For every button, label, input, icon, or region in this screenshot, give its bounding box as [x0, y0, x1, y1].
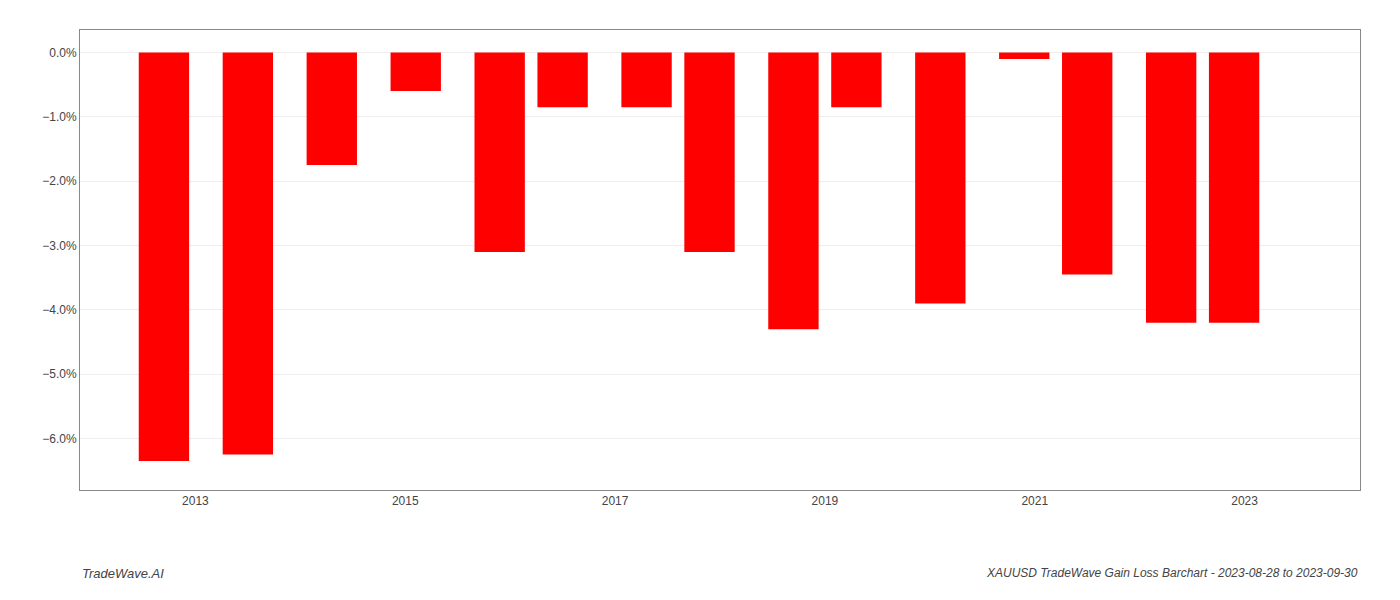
- svg-text:−6.0%: −6.0%: [42, 432, 77, 446]
- svg-text:2015: 2015: [392, 494, 419, 508]
- svg-text:2021: 2021: [1021, 494, 1048, 508]
- svg-text:−3.0%: −3.0%: [42, 239, 77, 253]
- svg-text:−2.0%: −2.0%: [42, 174, 77, 188]
- svg-text:−5.0%: −5.0%: [42, 367, 77, 381]
- svg-text:−1.0%: −1.0%: [42, 110, 77, 124]
- svg-text:XAUUSD TradeWave Gain Loss Bar: XAUUSD TradeWave Gain Loss Barchart - 20…: [986, 566, 1358, 580]
- svg-text:TradeWave.AI: TradeWave.AI: [82, 566, 164, 581]
- svg-text:0.0%: 0.0%: [49, 46, 77, 60]
- svg-text:2019: 2019: [812, 494, 839, 508]
- svg-text:−4.0%: −4.0%: [42, 303, 77, 317]
- svg-text:2017: 2017: [602, 494, 629, 508]
- svg-text:2023: 2023: [1231, 494, 1258, 508]
- svg-text:2013: 2013: [182, 494, 209, 508]
